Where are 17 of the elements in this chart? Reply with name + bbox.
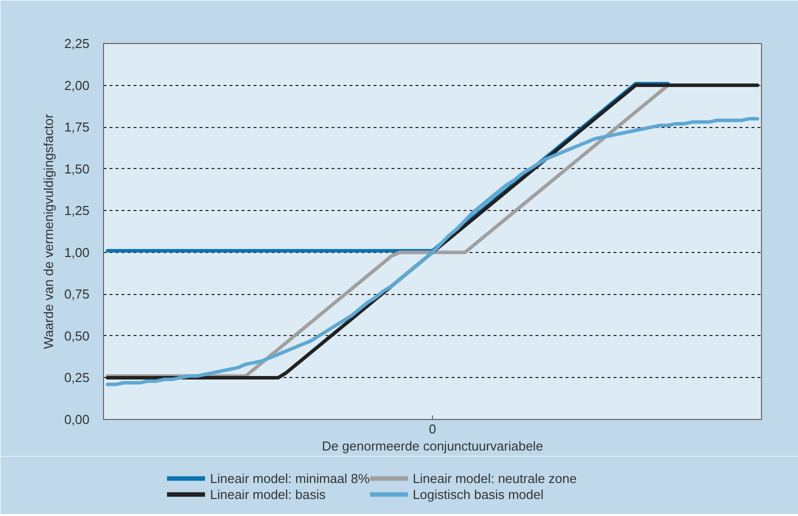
x-axis-title: De genormeerde conjunctuurvariabele [322,438,544,454]
y-axis-title: Waarde van de vermenigvuldigingsfactor [41,113,56,350]
y-tick-label: 1,25 [64,203,90,218]
x-tick-label: 0 [428,422,436,436]
legend-label: Logistisch basis model [412,486,544,502]
y-tick-label: 0,00 [64,412,90,427]
y-tick-label: 0,75 [64,286,90,302]
y-tick-label: 2,25 [64,36,90,51]
y-tick-label: 1,00 [64,244,90,260]
y-tick-label: 1,50 [64,161,90,176]
y-tick-label: 0,25 [64,370,90,386]
y-tick-label: 2,00 [64,78,90,93]
legend-label: Lineair model: neutrale zone [412,470,577,486]
y-tick-label: 0,50 [64,328,90,344]
y-tick-label: 1,75 [64,120,90,135]
legend-label: Lineair model: minimaal 8% [210,470,370,486]
legend-label: Lineair model: basis [210,486,326,502]
